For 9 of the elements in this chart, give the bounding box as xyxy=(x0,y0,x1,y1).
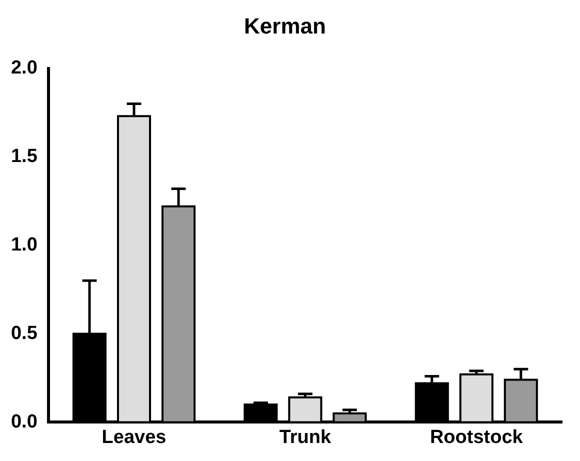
x-tick-label: Rootstock xyxy=(430,426,524,448)
x-tick-label: Leaves xyxy=(102,426,166,448)
y-tick-label: 0.5 xyxy=(10,322,38,344)
y-tick-label: 2.0 xyxy=(10,58,38,79)
y-tick-label: 1.0 xyxy=(10,234,38,256)
y-tick-label: 0.0 xyxy=(10,411,38,432)
y-tick-label: 1.5 xyxy=(10,146,38,168)
chart-title: Kerman xyxy=(244,13,326,38)
x-tick-label: Trunk xyxy=(279,426,332,448)
